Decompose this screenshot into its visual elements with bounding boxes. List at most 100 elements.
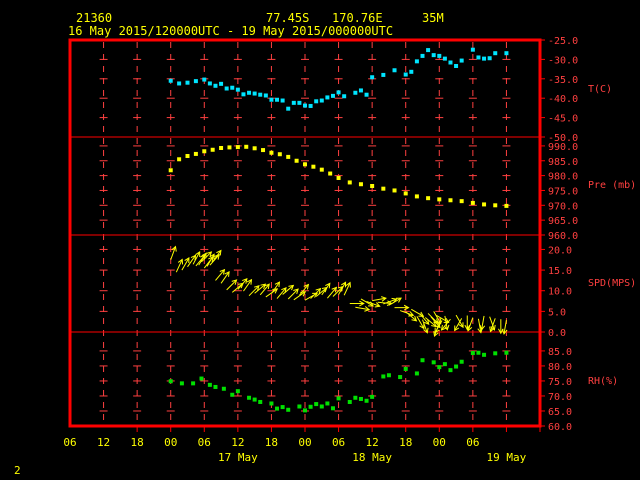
wind-arrow-head [254,285,260,291]
humidity-point [330,406,335,411]
wind-arrow [243,278,253,292]
humidity-point [258,399,263,404]
pressure-point [448,198,453,203]
y-tick-label: 0.0 [548,328,566,339]
pressure-point [381,186,386,191]
wind-arrow [310,287,322,299]
wind-arrow-head [242,277,248,284]
wind-arrow [388,297,402,306]
wind-arrow [287,288,299,300]
wind-arrow-shaft [201,251,212,263]
wind-arrow [427,313,439,325]
wind-arrow-head [184,257,190,263]
wind-arrow-head [374,302,381,308]
y-tick-label: 60.0 [548,422,572,433]
y-tick-label: 985.0 [548,157,578,168]
wind-arrow-shaft [215,269,225,281]
wind-arrow-shaft [287,288,299,300]
wind-arrow-head [466,325,473,332]
humidity-point [414,371,419,376]
pressure-point [311,164,316,169]
wind-arrow-head [443,317,450,324]
y-tick-label: 10.0 [548,287,572,298]
wind-arrow-head [264,283,270,290]
panel-label: RH(%) [588,376,618,387]
temperature-point [247,90,252,95]
header: 21360 77.45S 170.76E 35M 16 May 2015/120… [68,11,444,38]
y-tick-label: 85.0 [548,347,572,358]
wind-arrow-shaft [419,313,430,325]
temperature-point [470,47,475,52]
wind-arrow-shaft [243,279,252,292]
y-tick-label: 15.0 [548,266,572,277]
humidity-point [398,375,403,380]
wind-arrow-shaft [206,253,215,267]
wind-arrow [416,316,425,330]
date-label: 17 May [218,451,258,464]
wind-arrow-shaft [321,283,331,296]
wind-arrow [434,320,443,334]
pressure-point [437,197,442,202]
wind-arrow-shaft [416,316,425,329]
time-range: 16 May 2015/120000UTC - 19 May 2015/0000… [68,24,393,38]
wind-arrow-head [331,286,338,293]
humidity-point [482,352,487,357]
wind-arrow-shaft [175,259,183,273]
wind-arrow-shaft [444,315,448,330]
wind-arrow-head [219,268,226,275]
humidity-point [213,384,218,389]
wind-arrow-head [464,324,471,331]
pressure-point [269,150,274,155]
wind-arrow [282,284,295,295]
wind-arrow-shaft [343,282,351,296]
wind-arrow-head [419,323,425,330]
wind-arrow-shaft [467,317,474,331]
wind-arrow [254,283,267,294]
wind-arrow-shaft [271,281,280,294]
y-tick-label: 970.0 [548,201,578,212]
wind-arrow-head [281,287,287,293]
temperature-point [185,80,190,85]
y-tick-label: 975.0 [548,186,578,197]
pressure-point [210,147,215,152]
wind-arrow [497,319,504,335]
wind-arrow-shaft [259,283,270,296]
pressure-point [403,191,408,196]
wind-arrow-shaft [427,313,439,324]
humidity-point [199,376,204,381]
x-tick-label: 06 [63,436,76,449]
y-tick-label: 65.0 [548,407,572,418]
temperature-point [330,93,335,98]
wind-arrow-shaft [434,320,443,333]
wind-arrow [338,281,347,295]
y-tick-label: 20.0 [548,245,572,256]
wind-arrow-shaft [299,284,309,296]
pressure-point [470,200,475,205]
wind-arrow-head [479,324,486,331]
pressure-point [227,145,232,150]
wind-arrow [175,258,184,273]
wind-arrow-shaft [433,311,442,324]
temperature-point [314,99,319,104]
temperature-point [420,53,425,58]
wind-arrow [422,319,429,334]
humidity-point [454,364,459,369]
wind-arrow-shaft [254,283,266,294]
pressure-point [504,203,509,208]
humidity-point [252,397,257,402]
pressure-point [177,157,182,162]
wind-arrow [489,316,496,331]
wind-arrow-head [195,251,201,257]
wind-arrow-shaft [441,318,451,331]
wind-arrow-head [381,296,387,302]
temperature-point [319,98,324,103]
temperature-point [275,97,280,102]
wind-arrow-head [411,315,418,322]
wind-arrow-shaft [436,315,449,323]
temperature-point [409,69,414,74]
y-tick-label: -30.0 [548,55,578,66]
wind-arrow-shaft [481,315,485,330]
wind-arrow [237,277,248,290]
temperature-point [230,85,235,90]
